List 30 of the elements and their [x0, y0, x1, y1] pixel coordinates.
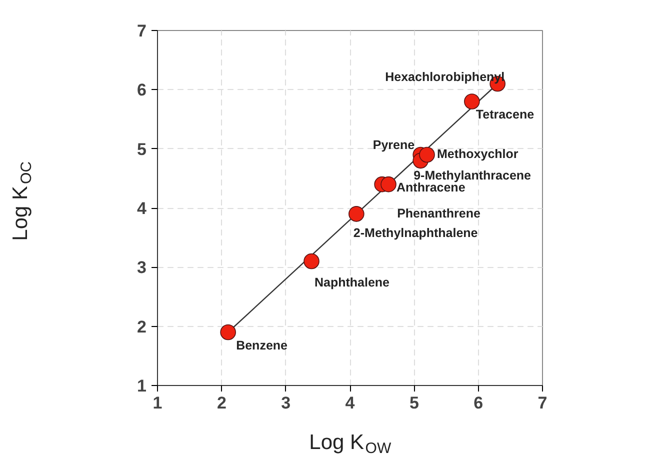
- annotation: Methoxychlor: [437, 146, 518, 161]
- annotation: Tetracene: [476, 108, 534, 122]
- annotation: Pyrene: [372, 138, 415, 152]
- point: [348, 206, 364, 222]
- annotation: Hexachlorobiphenyl: [385, 70, 505, 84]
- y-tick-label: 7: [137, 22, 147, 40]
- y-tick-label: 6: [137, 80, 147, 100]
- point: [304, 253, 320, 270]
- y-tick-label: 2: [137, 317, 147, 336]
- x-tick-label: 1: [152, 394, 162, 412]
- point: [380, 176, 396, 192]
- x-tick-label: 4: [345, 394, 356, 412]
- point: [464, 94, 480, 110]
- x-tick-label: 6: [474, 394, 484, 412]
- x-tick-label: 7: [538, 394, 548, 412]
- annotation: 9-Methylanthracene: [414, 168, 532, 183]
- annotation: Benzene: [236, 338, 288, 352]
- point: [419, 146, 435, 163]
- y-tick-label: 4: [137, 199, 148, 218]
- y-tick-label: 3: [137, 258, 147, 278]
- x-tick-label: 5: [409, 394, 419, 412]
- x-tick-label: 2: [216, 394, 226, 412]
- y-axis-title: Log KOC: [9, 161, 35, 241]
- annotation: Naphthalene: [314, 275, 390, 290]
- y-tick-label: 1: [137, 376, 147, 396]
- x-tick-label: 3: [281, 394, 291, 412]
- point: [220, 324, 236, 340]
- annotation: Phenanthrene: [397, 206, 480, 220]
- annotation: 2-Methylnaphthalene: [353, 226, 478, 240]
- y-tick-label: 5: [137, 140, 147, 159]
